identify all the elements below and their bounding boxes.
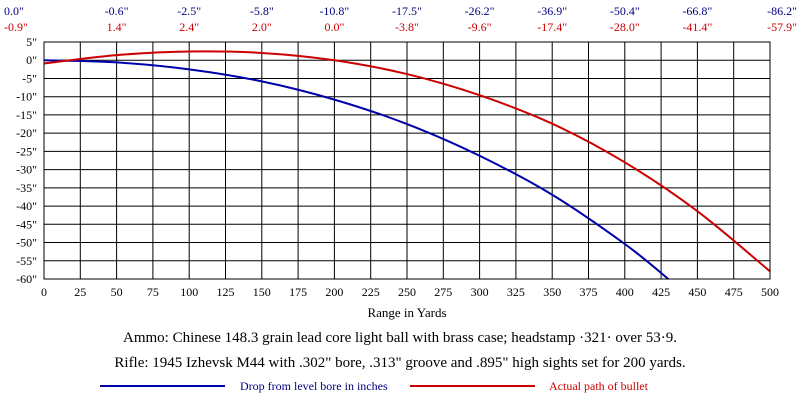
top-path-value: -0.9" — [4, 20, 28, 34]
top-value-rows: 0.0" -0.9" -0.6" 1.4" -2.5" 2.4" -5.8" 2.0" -10.… — [4, 4, 797, 34]
top-drop-value: -26.2" — [465, 4, 495, 18]
legend-label-drop: Drop from level bore in inches — [240, 379, 388, 393]
y-tick-label: 5" — [26, 35, 37, 49]
top-drop-value: -5.8" — [250, 4, 274, 18]
x-tick-label: 225 — [362, 285, 380, 299]
x-tick-label: 300 — [471, 285, 489, 299]
x-tick-label: 100 — [180, 285, 198, 299]
y-tick-label: -45" — [16, 217, 37, 231]
top-drop-value: -10.8" — [319, 4, 349, 18]
top-drop-value: 0.0" — [4, 4, 24, 18]
x-tick-label: 175 — [289, 285, 307, 299]
top-path-value: -17.4" — [537, 20, 567, 34]
x-tick-label: 500 — [761, 285, 779, 299]
y-tick-label: -40" — [16, 199, 37, 213]
x-tick-label: 400 — [616, 285, 634, 299]
x-tick-label: 325 — [507, 285, 525, 299]
top-path-value: -41.4" — [682, 20, 712, 34]
legend: Drop from level bore in inches Actual pa… — [100, 379, 649, 393]
x-axis-label: Range in Yards — [367, 305, 446, 320]
y-tick-label: -20" — [16, 126, 37, 140]
top-drop-value: -36.9" — [537, 4, 567, 18]
x-tick-label: 200 — [325, 285, 343, 299]
y-axis-ticks: 5" 0" -5" -10" -15" -20" -25" -30" -35" -40" -45" -… — [16, 35, 37, 286]
y-tick-label: -15" — [16, 108, 37, 122]
plot-border — [43, 41, 771, 280]
x-tick-label: 150 — [253, 285, 271, 299]
caption-ammo: Ammo: Chinese 148.3 grain lead core ligh… — [123, 330, 677, 346]
x-tick-label: 250 — [398, 285, 416, 299]
top-path-value: 2.4" — [179, 20, 199, 34]
y-tick-label: -60" — [16, 272, 37, 286]
x-tick-label: 25 — [74, 285, 86, 299]
top-path-value: 0.0" — [324, 20, 344, 34]
y-tick-label: -30" — [16, 163, 37, 177]
x-tick-label: 425 — [652, 285, 670, 299]
top-path-value: 1.4" — [107, 20, 127, 34]
x-tick-label: 75 — [147, 285, 159, 299]
caption-rifle: Rifle: 1945 Izhevsk M44 with .302" bore,… — [114, 355, 685, 371]
top-path-value: -28.0" — [610, 20, 640, 34]
series-line-drop — [43, 59, 669, 280]
y-tick-label: -25" — [16, 144, 37, 158]
y-tick-label: -55" — [16, 254, 37, 268]
x-tick-label: 125 — [217, 285, 235, 299]
x-tick-label: 450 — [688, 285, 706, 299]
top-drop-value: -17.5" — [392, 4, 422, 18]
top-drop-value: -50.4" — [610, 4, 640, 18]
y-tick-label: -35" — [16, 181, 37, 195]
series-lines — [43, 50, 771, 280]
y-tick-label: -50" — [16, 236, 37, 250]
x-axis-ticks: 0 25 50 75 100 125 150 175 200 225 250 275 300 325 350… — [41, 285, 779, 299]
y-tick-label: -10" — [16, 90, 37, 104]
top-path-value: -3.8" — [395, 20, 419, 34]
series-line-path — [43, 50, 771, 273]
top-drop-value: -0.6" — [105, 4, 129, 18]
top-drop-value: -66.8" — [682, 4, 712, 18]
top-path-value: 2.0" — [252, 20, 272, 34]
x-tick-label: 50 — [111, 285, 123, 299]
x-tick-label: 475 — [725, 285, 743, 299]
x-tick-label: 350 — [543, 285, 561, 299]
y-tick-label: 0" — [26, 53, 37, 67]
x-tick-label: 275 — [434, 285, 452, 299]
x-tick-label: 0 — [41, 285, 47, 299]
top-drop-value: -86.2" — [767, 4, 797, 18]
top-drop-value: -2.5" — [177, 4, 201, 18]
grid — [43, 41, 771, 280]
legend-label-path: Actual path of bullet — [549, 379, 649, 393]
top-path-value: -9.6" — [468, 20, 492, 34]
y-tick-label: -5" — [22, 71, 37, 85]
top-path-value: -57.9" — [767, 20, 797, 34]
x-tick-label: 375 — [580, 285, 598, 299]
